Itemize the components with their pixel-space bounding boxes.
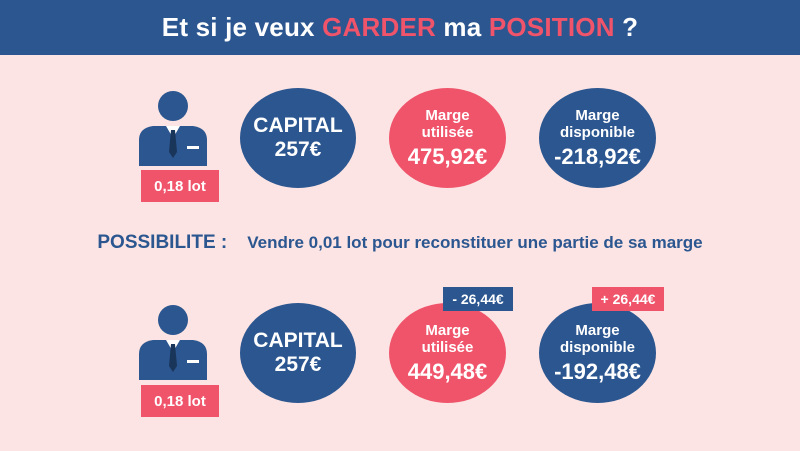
businessman-icon (137, 90, 217, 166)
marge-disponible-oval: Marge disponible -218,92€ (539, 88, 656, 188)
marge-disponible-label-1: Marge (575, 321, 620, 339)
marge-utilisee-change-tag: - 26,44€ (443, 287, 513, 311)
page-title: Et si je veux GARDER ma POSITION ? (162, 12, 638, 43)
marge-utilisee-label-1: Marge (425, 106, 470, 124)
marge-disponible-label-2: disponible (560, 123, 635, 141)
possibilite-text: Vendre 0,01 lot pour reconstituer une pa… (247, 233, 703, 252)
capital-label: CAPITAL (253, 328, 343, 352)
possibilite-line: POSSIBILITE : Vendre 0,01 lot pour recon… (0, 228, 800, 258)
marge-disponible-value: -192,48€ (554, 359, 641, 385)
header-banner: Et si je veux GARDER ma POSITION ? (0, 0, 800, 55)
marge-disponible-change-tag: + 26,44€ (592, 287, 664, 311)
title-text-1: Et si je veux (161, 12, 323, 42)
capital-label: CAPITAL (253, 113, 343, 137)
capital-oval: CAPITAL 257€ (240, 303, 356, 403)
marge-utilisee-label-1: Marge (425, 321, 470, 339)
lot-badge: 0,18 lot (141, 170, 219, 202)
marge-utilisee-value: 475,92€ (407, 144, 488, 170)
marge-utilisee-oval: Marge utilisée 449,48€ (389, 303, 506, 403)
businessman-icon (137, 304, 217, 380)
marge-disponible-label-1: Marge (575, 106, 620, 124)
possibilite-label: POSSIBILITE : (97, 232, 228, 253)
capital-oval: CAPITAL 257€ (240, 88, 356, 188)
title-highlight-position: POSITION (488, 12, 615, 42)
marge-utilisee-label-2: utilisée (421, 123, 474, 141)
title-text-3: ? (614, 12, 639, 42)
marge-disponible-label-2: disponible (560, 338, 635, 356)
marge-utilisee-value: 449,48€ (407, 359, 488, 385)
capital-value: 257€ (274, 353, 322, 376)
title-text-2: ma (436, 12, 489, 42)
lot-badge: 0,18 lot (141, 385, 219, 417)
marge-utilisee-oval: Marge utilisée 475,92€ (389, 88, 506, 188)
title-highlight-garder: GARDER (322, 12, 436, 42)
marge-disponible-value: -218,92€ (554, 144, 641, 170)
marge-utilisee-label-2: utilisée (421, 338, 474, 356)
capital-value: 257€ (274, 138, 322, 161)
marge-disponible-oval: Marge disponible -192,48€ (539, 303, 656, 403)
